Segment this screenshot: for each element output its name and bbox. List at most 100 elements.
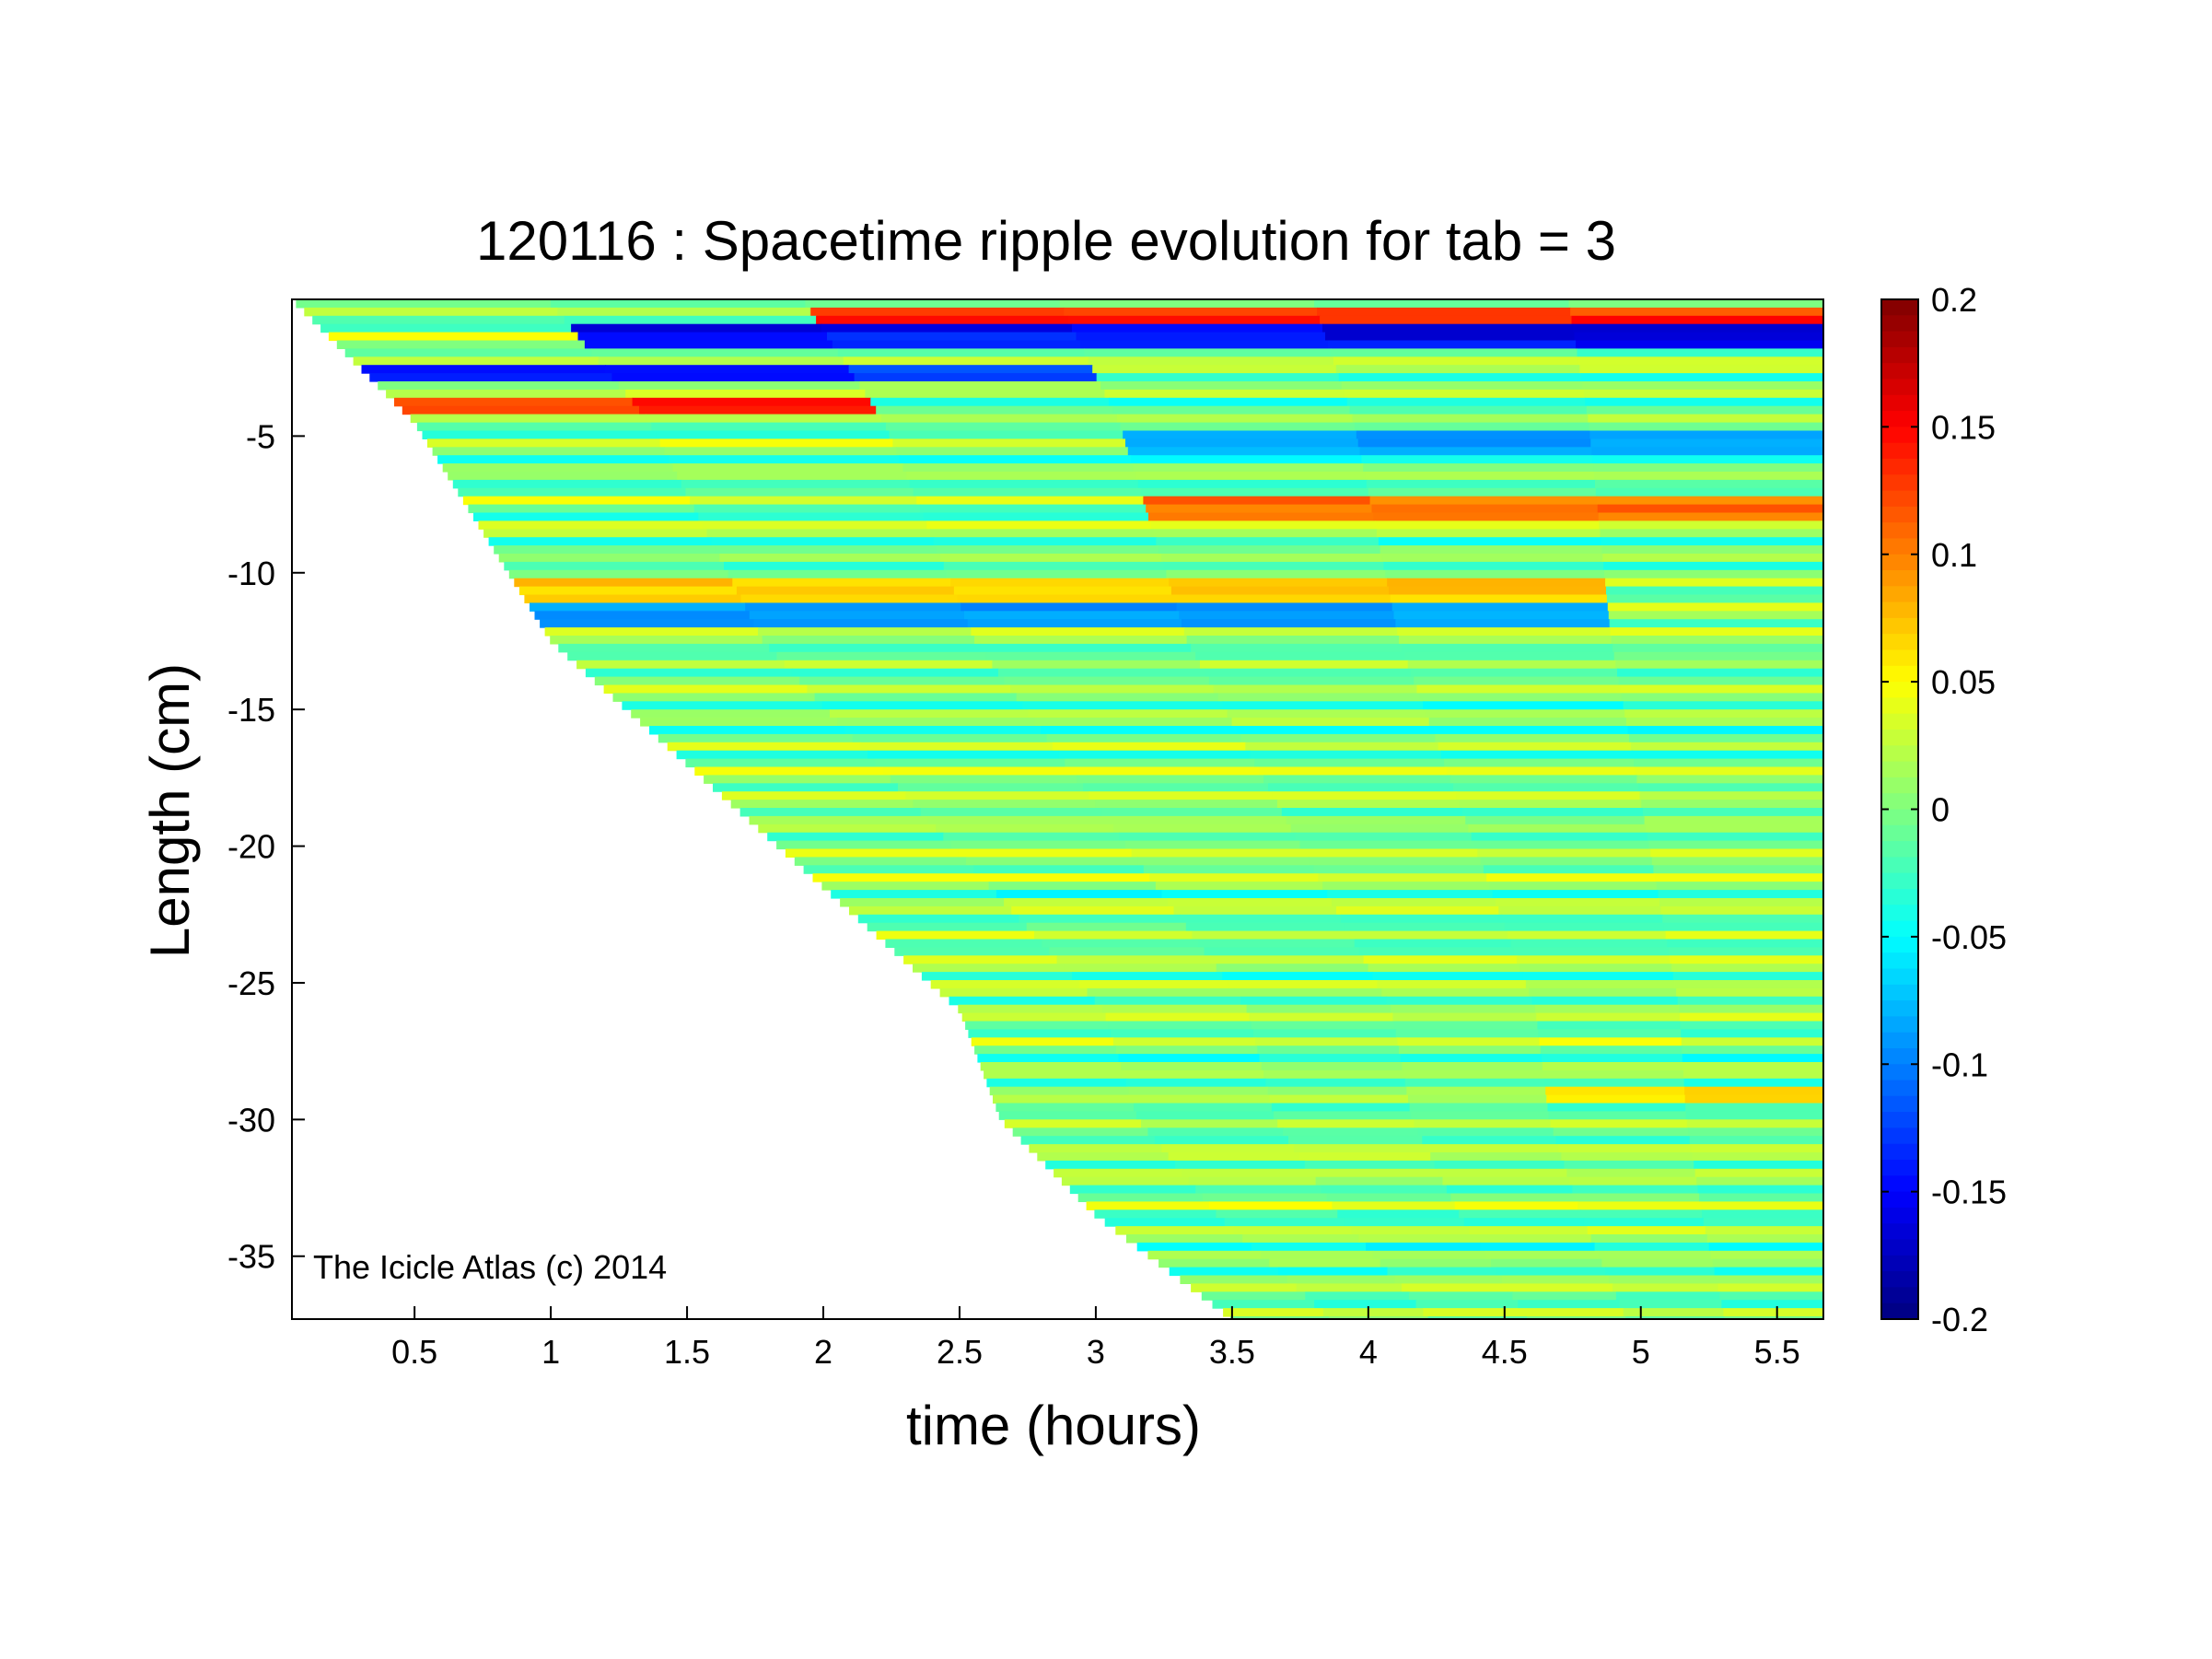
heatmap-cell xyxy=(977,1054,1120,1063)
heatmap-cell xyxy=(452,479,682,489)
heatmap-cell xyxy=(1558,1144,1692,1153)
heatmap-cell xyxy=(1283,1127,1419,1137)
heatmap-cell xyxy=(1185,922,1346,932)
heatmap-cell xyxy=(1155,882,1323,891)
colorbar-swatch xyxy=(1881,538,1918,555)
colorbar-swatch xyxy=(1881,761,1918,778)
heatmap-cell xyxy=(1586,405,1824,415)
heatmap-cell xyxy=(1601,545,1824,555)
heatmap-cell xyxy=(1555,1136,1691,1145)
colorbar-swatch xyxy=(1881,1255,1918,1272)
x-tick-label: 3.5 xyxy=(1209,1333,1255,1371)
colorbar-swatch xyxy=(1881,394,1918,412)
heatmap-cell xyxy=(1426,1144,1560,1153)
heatmap-cell xyxy=(1402,1062,1543,1071)
heatmap-cell xyxy=(1304,1160,1436,1170)
heatmap-cell xyxy=(694,766,884,776)
heatmap-cell xyxy=(1512,1291,1617,1301)
heatmap-cell xyxy=(1590,1234,1708,1244)
heatmap-cell xyxy=(1216,964,1369,973)
heatmap-cell xyxy=(1016,693,1219,702)
heatmap-cell xyxy=(664,447,897,456)
heatmap-cell xyxy=(1180,1275,1288,1284)
heatmap-cell xyxy=(740,594,959,603)
heatmap-cell xyxy=(837,348,1085,357)
heatmap-cell xyxy=(483,529,708,538)
heatmap-cell xyxy=(1525,980,1675,989)
colorbar-swatch xyxy=(1881,554,1918,571)
heatmap-cell xyxy=(605,365,850,374)
colorbar-swatch xyxy=(1881,777,1918,794)
heatmap-cell xyxy=(1682,1062,1824,1071)
heatmap-cell xyxy=(1250,750,1442,760)
heatmap-cell xyxy=(1544,1078,1685,1088)
heatmap-cell xyxy=(1058,750,1251,760)
heatmap-cell xyxy=(1209,1201,1333,1210)
heatmap-cell xyxy=(612,693,816,702)
heatmap-cell xyxy=(1387,1267,1497,1277)
heatmap-cell xyxy=(1724,1316,1824,1320)
heatmap-cell xyxy=(1638,783,1824,792)
heatmap-cell xyxy=(1434,1160,1565,1170)
heatmap-cell xyxy=(1519,964,1672,973)
heatmap-cell xyxy=(1317,307,1571,317)
heatmap-cell xyxy=(1175,1160,1306,1170)
heatmap-cell xyxy=(1684,1094,1824,1104)
colorbar-swatch xyxy=(1881,905,1918,922)
heatmap-cell xyxy=(837,718,1035,727)
heatmap-cell xyxy=(1137,479,1368,489)
heatmap-cell xyxy=(1375,520,1601,530)
heatmap-cell xyxy=(1542,1062,1683,1071)
colorbar-swatch xyxy=(1881,1112,1918,1128)
heatmap-cell xyxy=(988,882,1157,891)
heatmap-cell xyxy=(504,561,725,571)
y-tick-label: -10 xyxy=(227,555,275,592)
heatmap-cell xyxy=(730,800,914,809)
heatmap-cell xyxy=(1255,1037,1398,1046)
heatmap-cell xyxy=(799,676,1006,686)
heatmap-cell xyxy=(1355,422,1590,432)
heatmap-cell xyxy=(622,701,823,710)
heatmap-cell xyxy=(1072,323,1323,333)
heatmap-cell xyxy=(1613,651,1824,661)
heatmap-cell xyxy=(1480,1242,1596,1252)
colorbar-swatch xyxy=(1881,490,1918,508)
heatmap-cell xyxy=(1594,472,1824,481)
heatmap-cell xyxy=(1592,455,1824,464)
heatmap-cell xyxy=(1538,1029,1682,1038)
heatmap-cell xyxy=(1161,890,1328,899)
heatmap-cell xyxy=(865,389,1106,399)
heatmap-cell xyxy=(721,791,906,800)
heatmap-cell xyxy=(859,381,1101,391)
heatmap-cell xyxy=(831,890,997,899)
heatmap-cell xyxy=(1624,709,1824,719)
heatmap-cell xyxy=(1123,1069,1264,1080)
heatmap-cell xyxy=(1674,980,1824,989)
heatmap-cell xyxy=(913,487,1142,497)
heatmap-cell xyxy=(1115,1046,1258,1055)
heatmap-cell xyxy=(1668,947,1824,956)
heatmap-cell xyxy=(1310,1168,1439,1178)
heatmap-cell xyxy=(909,479,1139,489)
heatmap-cell xyxy=(1510,939,1668,948)
heatmap-cell xyxy=(1580,373,1824,382)
heatmap-cell xyxy=(1372,972,1524,981)
heatmap-cell xyxy=(1689,1136,1824,1145)
heatmap-cell xyxy=(1368,964,1520,973)
heatmap-cell xyxy=(1094,1209,1217,1219)
heatmap-cell xyxy=(530,602,746,612)
heatmap-cell xyxy=(997,668,1205,678)
heatmap-cell xyxy=(1390,594,1608,603)
heatmap-cell xyxy=(1632,750,1824,760)
heatmap-cell xyxy=(1442,1176,1570,1186)
heatmap-cell xyxy=(985,651,1196,661)
heatmap-cell xyxy=(618,381,860,391)
heatmap-cell xyxy=(1290,824,1470,834)
heatmap-cell xyxy=(353,356,600,366)
heatmap-cell xyxy=(1004,676,1210,686)
heatmap-cell xyxy=(1683,1069,1824,1080)
heatmap-cell xyxy=(769,643,981,653)
heatmap-cell xyxy=(1606,594,1824,603)
heatmap-cell xyxy=(1504,922,1665,932)
heatmap-cell xyxy=(1507,1283,1613,1292)
